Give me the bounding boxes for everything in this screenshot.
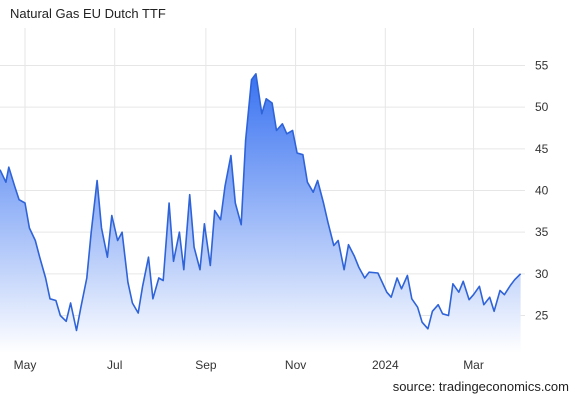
price-area	[0, 73, 521, 354]
y-tick-label: 35	[535, 225, 549, 239]
chart-title: Natural Gas EU Dutch TTF	[10, 6, 166, 21]
y-tick-label: 55	[535, 59, 549, 73]
y-tick-label: 45	[535, 142, 549, 156]
y-tick-label: 50	[535, 100, 549, 114]
x-tick-label: Mar	[463, 358, 484, 372]
x-tick-label: Nov	[285, 358, 306, 372]
x-tick-label: May	[14, 358, 37, 372]
x-tick-label: 2024	[372, 358, 399, 372]
y-tick-label: 25	[535, 309, 549, 323]
x-tick-label: Jul	[107, 358, 122, 372]
x-tick-label: Sep	[195, 358, 217, 372]
chart-source: source: tradingeconomics.com	[392, 379, 569, 394]
y-tick-label: 40	[535, 184, 549, 198]
price-line	[0, 73, 522, 332]
y-tick-label: 30	[535, 267, 549, 281]
